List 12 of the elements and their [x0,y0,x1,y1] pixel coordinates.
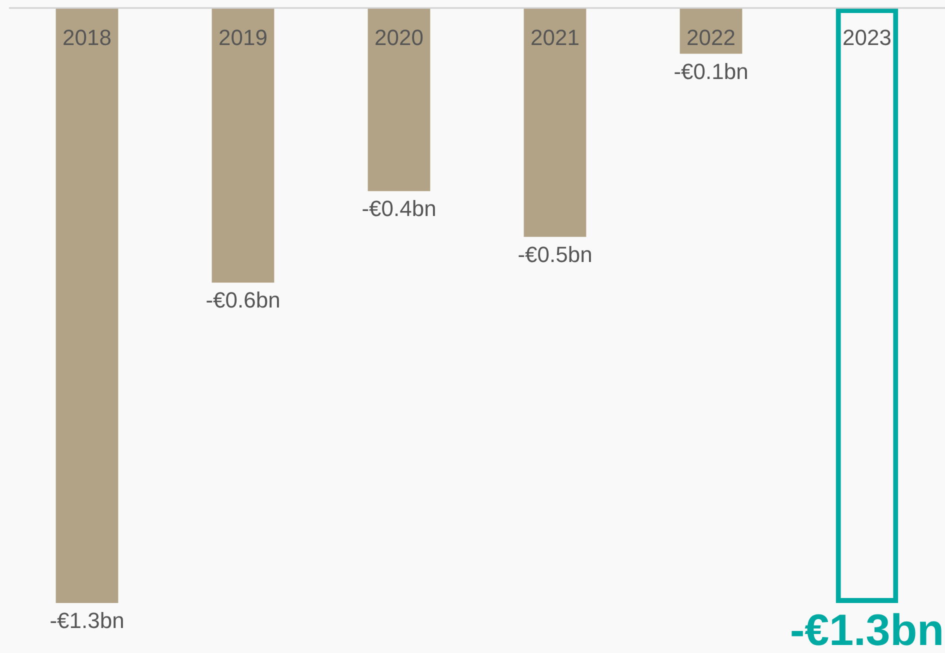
x-tick-label: 2022 [686,25,736,50]
x-tick-label: 2023 [842,25,892,50]
data-label: -€0.6bn [206,288,280,313]
x-tick-label: 2021 [530,25,580,50]
x-tick-label: 2018 [62,25,112,50]
data-label: -€0.4bn [362,196,436,222]
data-label: -€1.3bn [790,606,944,653]
data-label: -€1.3bn [50,608,124,634]
data-label: -€0.5bn [518,242,592,267]
x-tick-label: 2019 [218,25,268,50]
data-label: -€0.1bn [674,58,748,84]
x-tick-label: 2020 [374,25,424,50]
